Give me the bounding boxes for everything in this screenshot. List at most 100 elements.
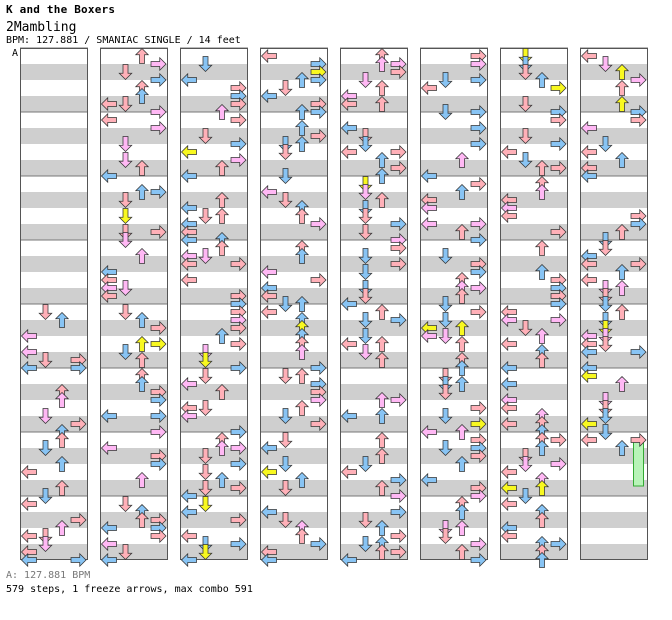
step-arrow	[38, 304, 53, 321]
step-arrow	[390, 472, 407, 488]
step-arrow	[470, 104, 487, 120]
step-arrow	[580, 328, 597, 344]
beat-band	[100, 384, 168, 400]
step-arrow	[374, 519, 390, 536]
step-arrow	[278, 368, 293, 385]
step-arrow	[294, 295, 310, 312]
step-arrow	[180, 232, 197, 248]
beat-band	[180, 160, 248, 176]
beat-band	[580, 480, 648, 496]
beat-band	[100, 416, 168, 432]
step-arrow	[614, 79, 630, 96]
step-arrow	[294, 343, 310, 360]
step-arrow	[500, 464, 517, 480]
step-arrow	[390, 160, 407, 176]
step-arrow	[260, 280, 277, 296]
column-border	[500, 48, 568, 560]
beat-band	[340, 384, 408, 400]
step-arrow	[180, 400, 197, 416]
beat-band	[500, 416, 568, 432]
beat-band	[420, 160, 488, 176]
step-arrow	[550, 272, 567, 288]
beat-band	[580, 416, 648, 432]
beat-band	[20, 320, 88, 336]
step-arrow	[310, 376, 327, 392]
step-arrow	[390, 488, 407, 504]
step-arrow	[534, 263, 550, 280]
step-arrow	[310, 96, 327, 112]
beat-band	[20, 256, 88, 272]
step-arrow	[294, 103, 310, 120]
step-arrow	[580, 120, 597, 136]
step-arrow	[150, 336, 167, 352]
step-arrow	[614, 303, 630, 320]
step-arrow	[134, 47, 150, 64]
step-arrow	[500, 496, 517, 512]
beat-band	[20, 448, 88, 464]
beat-band	[100, 480, 168, 496]
column-border	[20, 48, 88, 560]
step-arrow	[614, 95, 630, 112]
step-arrow	[260, 304, 277, 320]
step-arrow	[390, 240, 407, 256]
step-arrow	[470, 232, 487, 248]
step-arrow	[340, 464, 357, 480]
step-arrow	[580, 272, 597, 288]
step-arrow	[294, 119, 310, 136]
beat-band	[100, 64, 168, 80]
beat-band	[180, 448, 248, 464]
step-arrow	[500, 312, 517, 328]
beat-band	[420, 64, 488, 80]
step-arrow	[518, 488, 533, 505]
step-arrow	[438, 328, 453, 345]
step-arrow	[358, 512, 373, 529]
step-arrow	[230, 256, 247, 272]
beat-band	[20, 384, 88, 400]
beat-band	[260, 512, 328, 528]
step-arrow	[534, 183, 550, 200]
step-arrow	[230, 112, 247, 128]
beat-band	[420, 224, 488, 240]
step-arrow	[454, 455, 470, 472]
step-arrow	[580, 144, 597, 160]
beat-band	[340, 64, 408, 80]
step-arrow	[310, 360, 327, 376]
step-arrow	[374, 335, 390, 352]
step-arrow	[374, 447, 390, 464]
step-arrow	[100, 168, 117, 184]
step-arrow	[340, 120, 357, 136]
step-arrow	[550, 288, 567, 304]
step-arrow	[310, 56, 327, 72]
step-arrow	[470, 280, 487, 296]
step-arrow	[550, 296, 567, 312]
step-arrow	[630, 208, 647, 224]
step-arrow	[550, 456, 567, 472]
step-arrow	[134, 87, 150, 104]
beat-band	[100, 96, 168, 112]
step-arrow	[38, 352, 53, 369]
beat-band	[580, 384, 648, 400]
step-arrow	[198, 544, 213, 561]
step-arrow	[454, 287, 470, 304]
step-arrow	[20, 360, 37, 376]
step-arrow	[438, 312, 453, 329]
step-arrow	[390, 232, 407, 248]
beat-band	[420, 96, 488, 112]
step-arrow	[374, 55, 390, 72]
beat-band	[580, 512, 648, 528]
beat-band	[580, 320, 648, 336]
step-arrow	[180, 528, 197, 544]
step-arrow	[230, 96, 247, 112]
step-arrow	[550, 312, 567, 328]
step-arrow	[500, 376, 517, 392]
step-arrow	[134, 247, 150, 264]
step-arrow	[294, 399, 310, 416]
step-arrow	[214, 471, 230, 488]
beat-band	[260, 224, 328, 240]
step-arrow	[100, 536, 117, 552]
chart-column	[420, 47, 488, 568]
beat-band	[340, 192, 408, 208]
step-arrow	[374, 151, 390, 168]
step-arrow	[198, 480, 213, 497]
step-arrow	[470, 48, 487, 64]
